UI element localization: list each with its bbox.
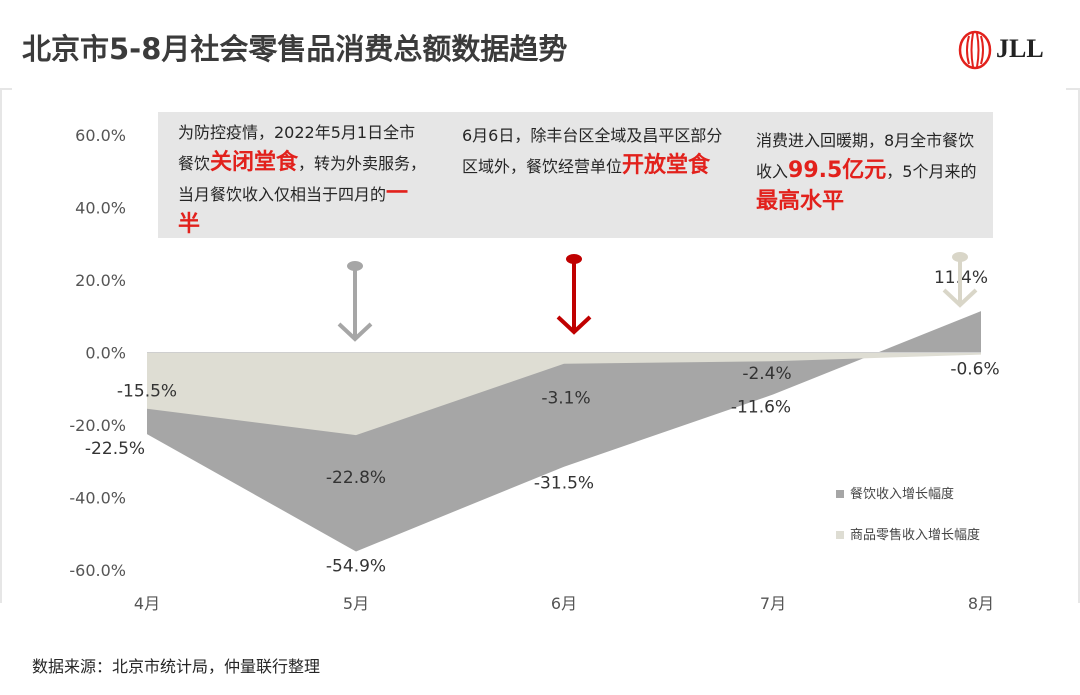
- y-tick-label: -40.0%: [69, 489, 126, 508]
- annotation-august: 消费进入回暖期，8月全市餐饮收入99.5亿元，5个月来的最高水平: [756, 126, 978, 218]
- page-title: 北京市5-8月社会零售品消费总额数据趋势: [22, 32, 568, 66]
- data-label-restaurant: -22.5%: [85, 439, 145, 459]
- arrow-may-icon: [337, 261, 373, 342]
- y-tick-label: 60.0%: [75, 126, 126, 145]
- x-tick-label: 7月: [760, 594, 786, 613]
- annotation-text: 为防控疫情，2022年5月1日全市餐饮: [178, 123, 416, 173]
- arrow-august-icon: [942, 252, 978, 308]
- annotation-text: ，5个月来的: [886, 162, 977, 181]
- annotation-may: 为防控疫情，2022年5月1日全市餐饮关闭堂食，转为外卖服务，当月餐饮收入仅相当…: [178, 118, 428, 241]
- arrow-june-icon-tip: [556, 315, 592, 335]
- frame-line-right-top: [1066, 88, 1080, 90]
- data-label-retail: -22.8%: [326, 468, 386, 488]
- legend-label-restaurant: 餐饮收入增长幅度: [850, 486, 954, 502]
- annotation-highlight: 最高水平: [756, 189, 845, 214]
- arrow-august-icon-tip: [942, 288, 978, 308]
- annotation-text: ，转为外卖服务，当月餐饮收入仅相当于四月的: [178, 154, 427, 204]
- annotation-highlight: 开放堂食: [622, 153, 711, 178]
- arrow-may-icon-tip: [337, 322, 373, 342]
- annotation-text: 消费进入回暖期，8月全市餐饮收入: [756, 131, 975, 181]
- frame-line-left: [0, 88, 2, 603]
- legend-label-retail: 商品零售收入增长幅度: [850, 527, 980, 543]
- y-tick-label: 40.0%: [75, 199, 126, 218]
- annotation-box: [158, 112, 993, 238]
- data-label-restaurant: -54.9%: [326, 557, 386, 577]
- frame-line-right: [1078, 88, 1080, 603]
- data-label-restaurant: -31.5%: [534, 474, 594, 494]
- data-source: 数据来源：北京市统计局，仲量联行整理: [32, 657, 321, 676]
- data-label-retail: -15.5%: [117, 382, 177, 402]
- y-tick-label: 20.0%: [75, 271, 126, 290]
- jll-logo: JLL: [958, 30, 1058, 70]
- annotation-text: 6月6日，除丰台区全域及昌平区部分区域外，餐饮经营单位: [462, 126, 723, 176]
- area-series-retail: [147, 352, 981, 436]
- data-label-restaurant: -11.6%: [731, 398, 791, 418]
- x-tick-label: 5月: [343, 594, 369, 613]
- annotation-highlight: 99.5亿元: [788, 158, 887, 183]
- arrow-june-icon: [556, 254, 592, 335]
- frame-line-left-top: [0, 88, 12, 90]
- x-tick-label: 4月: [134, 594, 160, 613]
- annotation-highlight: 一半: [178, 181, 409, 237]
- y-tick-label: 0.0%: [85, 344, 126, 363]
- legend-swatch-restaurant: [836, 490, 844, 498]
- y-tick-label: -20.0%: [69, 416, 126, 435]
- data-label-retail: -2.4%: [742, 364, 791, 384]
- data-label-retail: -3.1%: [541, 389, 590, 409]
- area-series-restaurant: [147, 311, 981, 552]
- data-label-retail: -0.6%: [950, 360, 999, 380]
- logo-text: JLL: [996, 34, 1044, 63]
- annotation-june: 6月6日，除丰台区全域及昌平区部分区域外，餐饮经营单位开放堂食: [462, 121, 732, 182]
- x-tick-label: 6月: [551, 594, 577, 613]
- chart-canvas: 60.0% 40.0% 20.0% 0.0% -20.0% -40.0% -60.0% 4月 5…: [69, 126, 999, 613]
- y-tick-label: -60.0%: [69, 561, 126, 580]
- legend-swatch-retail: [836, 531, 844, 539]
- x-tick-label: 8月: [968, 594, 994, 613]
- jll-logo-icon: [958, 30, 992, 70]
- annotation-highlight: 关闭堂食: [210, 150, 299, 175]
